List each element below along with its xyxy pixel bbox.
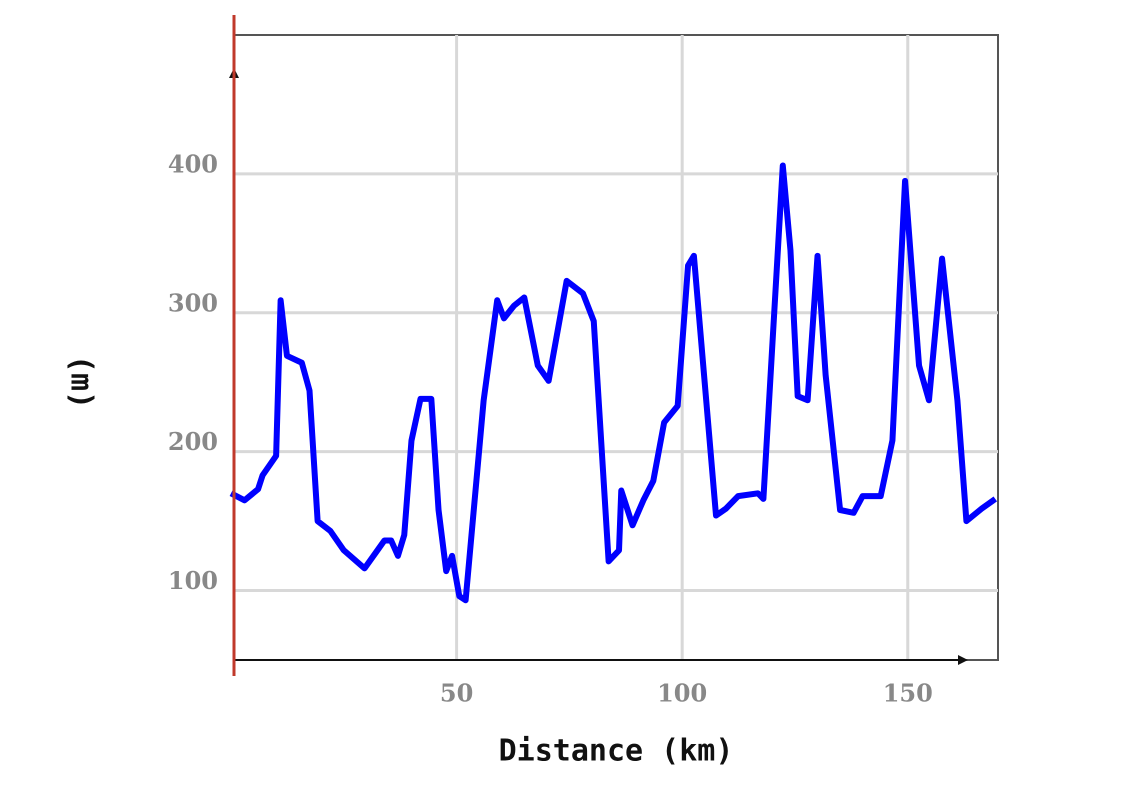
y-axis-label: (m) bbox=[64, 355, 99, 409]
y-tick-label: 100 bbox=[168, 566, 218, 595]
ticks: 100 200 300 400 50 100 150 bbox=[168, 149, 933, 707]
x-tick-label: 50 bbox=[440, 679, 473, 708]
y-tick-label: 200 bbox=[168, 427, 218, 456]
x-axis-label: Distance (km) bbox=[499, 734, 734, 769]
x-tick-label: 150 bbox=[883, 679, 933, 708]
x-axis-arrow bbox=[958, 655, 968, 665]
y-tick-label: 400 bbox=[168, 149, 218, 178]
y-tick-label: 300 bbox=[168, 288, 218, 317]
elevation-line bbox=[229, 162, 998, 604]
marks bbox=[229, 162, 998, 604]
plot-frame bbox=[233, 34, 999, 661]
x-tick-label: 100 bbox=[657, 679, 707, 708]
